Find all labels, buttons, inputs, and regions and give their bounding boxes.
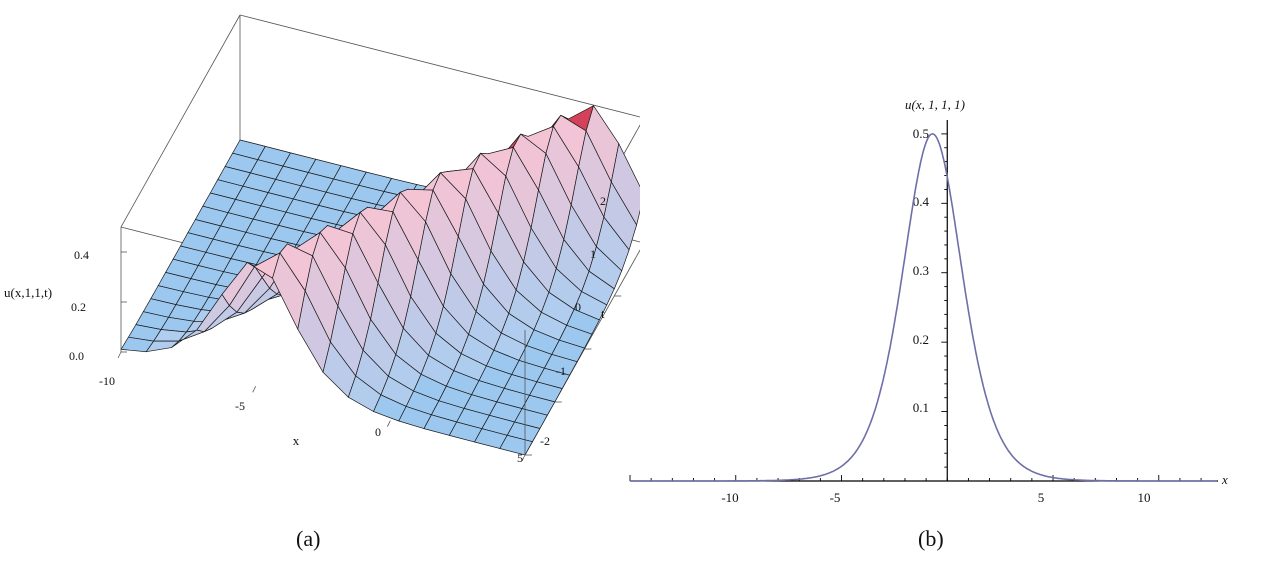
t-tick-0: 0 [575,300,581,314]
x-tick-neg5: -5 [830,490,841,505]
y-tick-0-5: 0.5 [913,126,929,141]
surface-cell [499,434,533,456]
t-tick-1: 1 [590,247,596,261]
y-axis-label: u(x, 1, 1, 1) [905,97,965,112]
x-axis-label: x [1221,472,1228,487]
y-tick-0-3: 0.3 [913,263,929,278]
surface-plot-panel: 0.0 0.2 0.4 u(x,1,1,t) -10 -5 0 5 x -2 -… [4,14,640,551]
surface-mesh [120,104,640,456]
x-tick-mark [252,386,257,393]
t-tick-2: 2 [600,194,606,208]
z-tick-0: 0.0 [69,349,84,363]
x-tick-neg5: -5 [235,399,245,413]
t-tick-neg2: -2 [540,434,550,448]
z-axis-label: u(x,1,1,t) [4,285,52,300]
x-tick-neg10: -10 [721,490,738,505]
series-curve [630,133,1217,482]
z-axis-ticks: 0.0 0.2 0.4 [69,248,89,363]
x-tick-5: 5 [517,451,523,465]
x-axis-ticks: -10 -5 5 10 [721,490,1150,505]
caption-b: (b) [918,526,944,551]
x-axis-label: x [293,433,300,448]
t-tick-neg1: -1 [556,364,566,378]
x-tick-0: 0 [375,425,381,439]
line-plot-panel: -10 -5 5 10 0.1 0.2 0.3 0.4 0.5 u(x, 1, … [620,0,1268,562]
t-axis-label: t [601,306,605,321]
surface-plot: 0.0 0.2 0.4 u(x,1,1,t) -10 -5 0 5 x -2 -… [4,14,640,465]
z-tick-0-2: 0.2 [71,300,86,314]
line-plot: -10 -5 5 10 0.1 0.2 0.3 0.4 0.5 u(x, 1, … [629,97,1228,505]
t-axis-ticks: -2 -1 0 1 2 [540,194,606,448]
x-axis-ticks: -10 -5 0 5 [99,374,523,465]
x-tick-mark [521,454,526,462]
series-line [630,133,1217,482]
y-tick-0-1: 0.1 [913,400,929,415]
y-tick-0-2: 0.2 [913,332,929,347]
x-tick-5: 5 [1038,490,1045,505]
x-tick-mark [117,351,122,359]
z-tick-0-4: 0.4 [74,248,89,262]
y-tick-0-4: 0.4 [913,194,930,209]
x-tick-10: 10 [1138,490,1151,505]
box-edge [120,14,241,228]
y-axis-ticks: 0.1 0.2 0.3 0.4 0.5 [913,126,930,415]
axes [629,120,1218,482]
x-tick-mark [386,420,391,427]
x-tick-neg10: -10 [99,374,115,388]
caption-a: (a) [296,526,321,551]
box-edge [239,14,640,118]
bounding-box-front [117,227,622,462]
